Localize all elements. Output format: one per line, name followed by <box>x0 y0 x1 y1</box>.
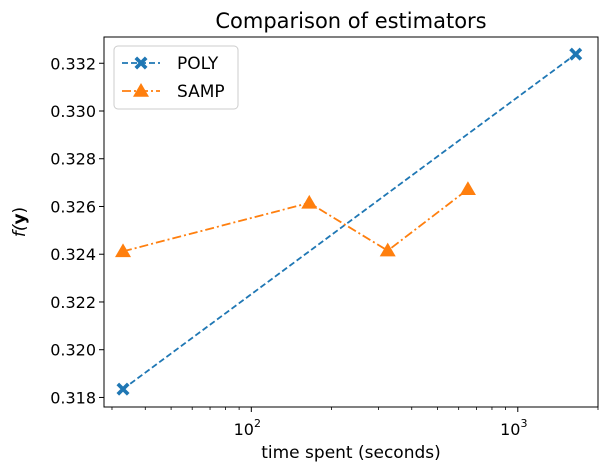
x-tick-label: 103 <box>500 417 527 439</box>
y-tick-label: 0.330 <box>50 102 96 121</box>
series-line-poly <box>122 53 577 390</box>
legend: POLY SAMP <box>113 45 239 110</box>
data-point-poly <box>116 382 130 396</box>
y-axis-label-main: f( <box>10 223 30 237</box>
series-layer <box>115 47 583 396</box>
y-axis-label-end: ) <box>10 207 30 214</box>
y-tick-label: 0.324 <box>50 245 96 264</box>
data-point-samp <box>379 242 396 257</box>
plot-area <box>103 36 599 408</box>
y-tick-label: 0.326 <box>50 197 96 216</box>
y-axis-label-bold: y <box>10 213 30 224</box>
legend-label-poly: POLY <box>177 54 219 74</box>
data-point-samp <box>115 243 132 258</box>
y-tick-label: 0.322 <box>50 293 96 312</box>
x-tick-label: 102 <box>234 417 261 439</box>
y-axis-label: f(y) <box>10 207 30 237</box>
data-point-samp <box>301 194 318 209</box>
data-point-poly <box>569 47 583 61</box>
y-axis: 0.318 0.320 0.322 0.324 0.326 0.328 0.330 0.332 <box>50 54 104 407</box>
legend-label-samp: SAMP <box>177 82 225 102</box>
y-tick-label: 0.320 <box>50 341 96 360</box>
y-tick-label: 0.328 <box>50 150 96 169</box>
legend-marker-poly <box>134 56 148 70</box>
chart-title: Comparison of estimators <box>215 9 486 33</box>
data-point-samp <box>459 181 476 196</box>
series-line-samp <box>122 188 469 253</box>
legend-marker-samp <box>133 83 149 97</box>
x-axis: 102 103 <box>111 407 599 439</box>
y-tick-label: 0.318 <box>50 388 96 407</box>
x-axis-label: time spent (seconds) <box>261 443 441 463</box>
plot-frame <box>103 36 599 408</box>
y-tick-label: 0.332 <box>50 54 96 73</box>
